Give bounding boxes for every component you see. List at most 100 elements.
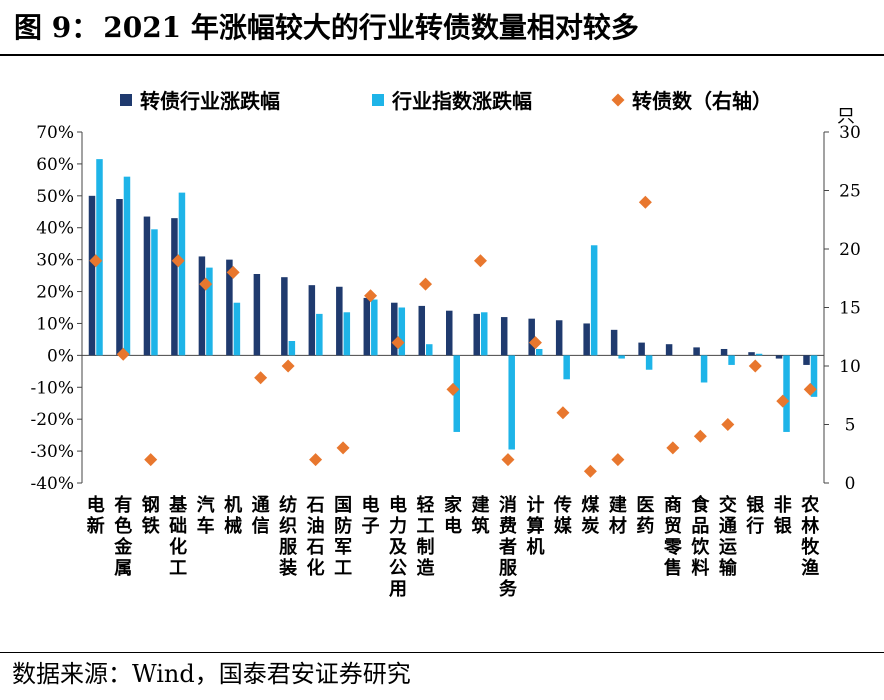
bar-industry-index	[480, 312, 488, 356]
bond-count-marker	[281, 359, 295, 373]
bar-industry-index	[178, 192, 186, 356]
bond-count-marker	[748, 359, 762, 373]
bar-industry-index	[316, 313, 323, 356]
bar-industry-index	[700, 355, 708, 383]
bond-count-marker	[721, 418, 735, 431]
category-label: 石油石化	[306, 495, 325, 579]
bar-bond-industry	[391, 302, 398, 356]
bar-bond-industry	[500, 317, 508, 356]
bond-count-marker	[171, 254, 185, 268]
bar-bond-industry	[253, 273, 261, 356]
source-note: 数据来源：Wind，国泰君安证券研究	[12, 656, 411, 692]
bond-count-marker	[89, 254, 103, 268]
bond-count-marker	[199, 277, 213, 291]
bond-count-marker	[254, 371, 268, 385]
category-label: 建筑	[471, 494, 489, 537]
bond-count-marker	[364, 289, 378, 303]
legend-swatch-bond-count	[611, 93, 625, 107]
bar-industry-index	[233, 302, 241, 356]
title-rule	[0, 54, 884, 56]
left-tick-label: 30%	[36, 251, 74, 271]
bar-industry-index	[96, 159, 103, 356]
right-tick-label: 15	[839, 299, 861, 319]
left-tick-label: 10%	[36, 314, 74, 334]
bar-industry-index	[206, 267, 213, 356]
bar-industry-index	[755, 353, 763, 356]
bond-count-marker	[528, 336, 542, 350]
bond-count-marker	[693, 429, 707, 443]
legend-swatch-industry-index	[372, 94, 384, 106]
left-tick-label: 20%	[36, 283, 74, 303]
bar-bond-industry	[363, 297, 371, 356]
category-label: 煤炭	[581, 494, 599, 537]
bar-bond-industry	[693, 347, 700, 356]
bar-industry-index	[151, 229, 158, 356]
bar-bond-industry	[473, 313, 480, 356]
category-label: 农林牧渔	[800, 494, 820, 579]
legend-label-bond-industry: 转债行业涨跌幅	[140, 89, 280, 113]
bar-industry-index	[563, 355, 570, 380]
bar-bond-industry	[528, 318, 535, 356]
bar-industry-index	[810, 355, 818, 397]
bar-bond-industry	[143, 216, 151, 356]
bar-bond-industry	[610, 329, 618, 356]
bar-bond-industry	[281, 277, 288, 356]
bar-industry-index	[371, 299, 378, 356]
bar-industry-index	[288, 341, 296, 356]
bond-count-marker	[473, 254, 487, 268]
left-tick-label: -20%	[30, 410, 74, 430]
category-label: 银行	[745, 494, 765, 537]
bond-count-marker	[666, 441, 680, 455]
source-label: 数据来源：	[12, 660, 132, 688]
bar-bond-industry	[665, 344, 673, 356]
bond-count-marker	[144, 453, 158, 467]
bar-industry-index	[783, 355, 790, 432]
category-label: 电力及公用	[389, 494, 408, 600]
category-label: 食品饮料	[690, 494, 710, 579]
left-tick-label: 40%	[36, 219, 74, 239]
bond-count-marker	[803, 382, 817, 396]
bar-bond-industry	[116, 199, 123, 356]
bar-bond-industry	[720, 348, 728, 356]
bond-count-marker	[116, 347, 130, 361]
right-tick-label: 30	[839, 123, 861, 143]
category-label: 钢铁	[142, 494, 160, 537]
category-label: 电新	[87, 494, 105, 537]
bar-bond-industry	[336, 286, 343, 356]
bond-count-marker	[556, 406, 570, 420]
category-label: 交通运输	[719, 494, 738, 579]
category-label: 非银	[774, 494, 793, 537]
bond-count-marker	[391, 336, 405, 350]
bond-count-marker	[638, 195, 652, 209]
category-label: 国防军工	[334, 495, 352, 579]
bar-industry-index	[343, 312, 351, 356]
bond-industry-chart: -40% -30% -20% -10% 0% 10% 20% 30% 40% 50% 60% 70% 0…	[30, 89, 861, 600]
bar-bond-industry	[583, 323, 590, 356]
bar-bond-industry	[446, 310, 453, 356]
bond-count-marker	[446, 382, 460, 396]
bond-count-marker	[501, 453, 515, 467]
bar-bond-industry	[555, 320, 563, 356]
category-label: 有色金属	[113, 494, 133, 579]
bar-industry-index	[453, 355, 460, 432]
left-tick-label: -10%	[30, 378, 74, 398]
legend-swatch-bond-industry	[120, 94, 132, 106]
bar-industry-index	[645, 355, 653, 370]
bond-count-marker	[611, 453, 625, 467]
category-label: 消费者服务	[498, 494, 518, 600]
bar-bond-industry	[775, 355, 783, 359]
source-text: Wind，国泰君安证券研究	[132, 660, 411, 688]
category-label: 传媒	[553, 494, 573, 537]
category-label: 通信	[252, 495, 270, 537]
right-tick-label: 5	[845, 416, 856, 436]
bar-industry-index	[426, 344, 433, 356]
bar-bond-industry	[198, 256, 206, 356]
bar-industry-index	[618, 355, 625, 359]
left-tick-label: 70%	[36, 123, 74, 143]
bond-count-marker	[776, 394, 790, 408]
bar-industry-index	[590, 245, 598, 356]
source-rule	[0, 652, 884, 653]
category-label: 医药	[636, 495, 654, 537]
bar-bond-industry	[226, 259, 233, 356]
right-tick-label: 10	[839, 357, 861, 377]
